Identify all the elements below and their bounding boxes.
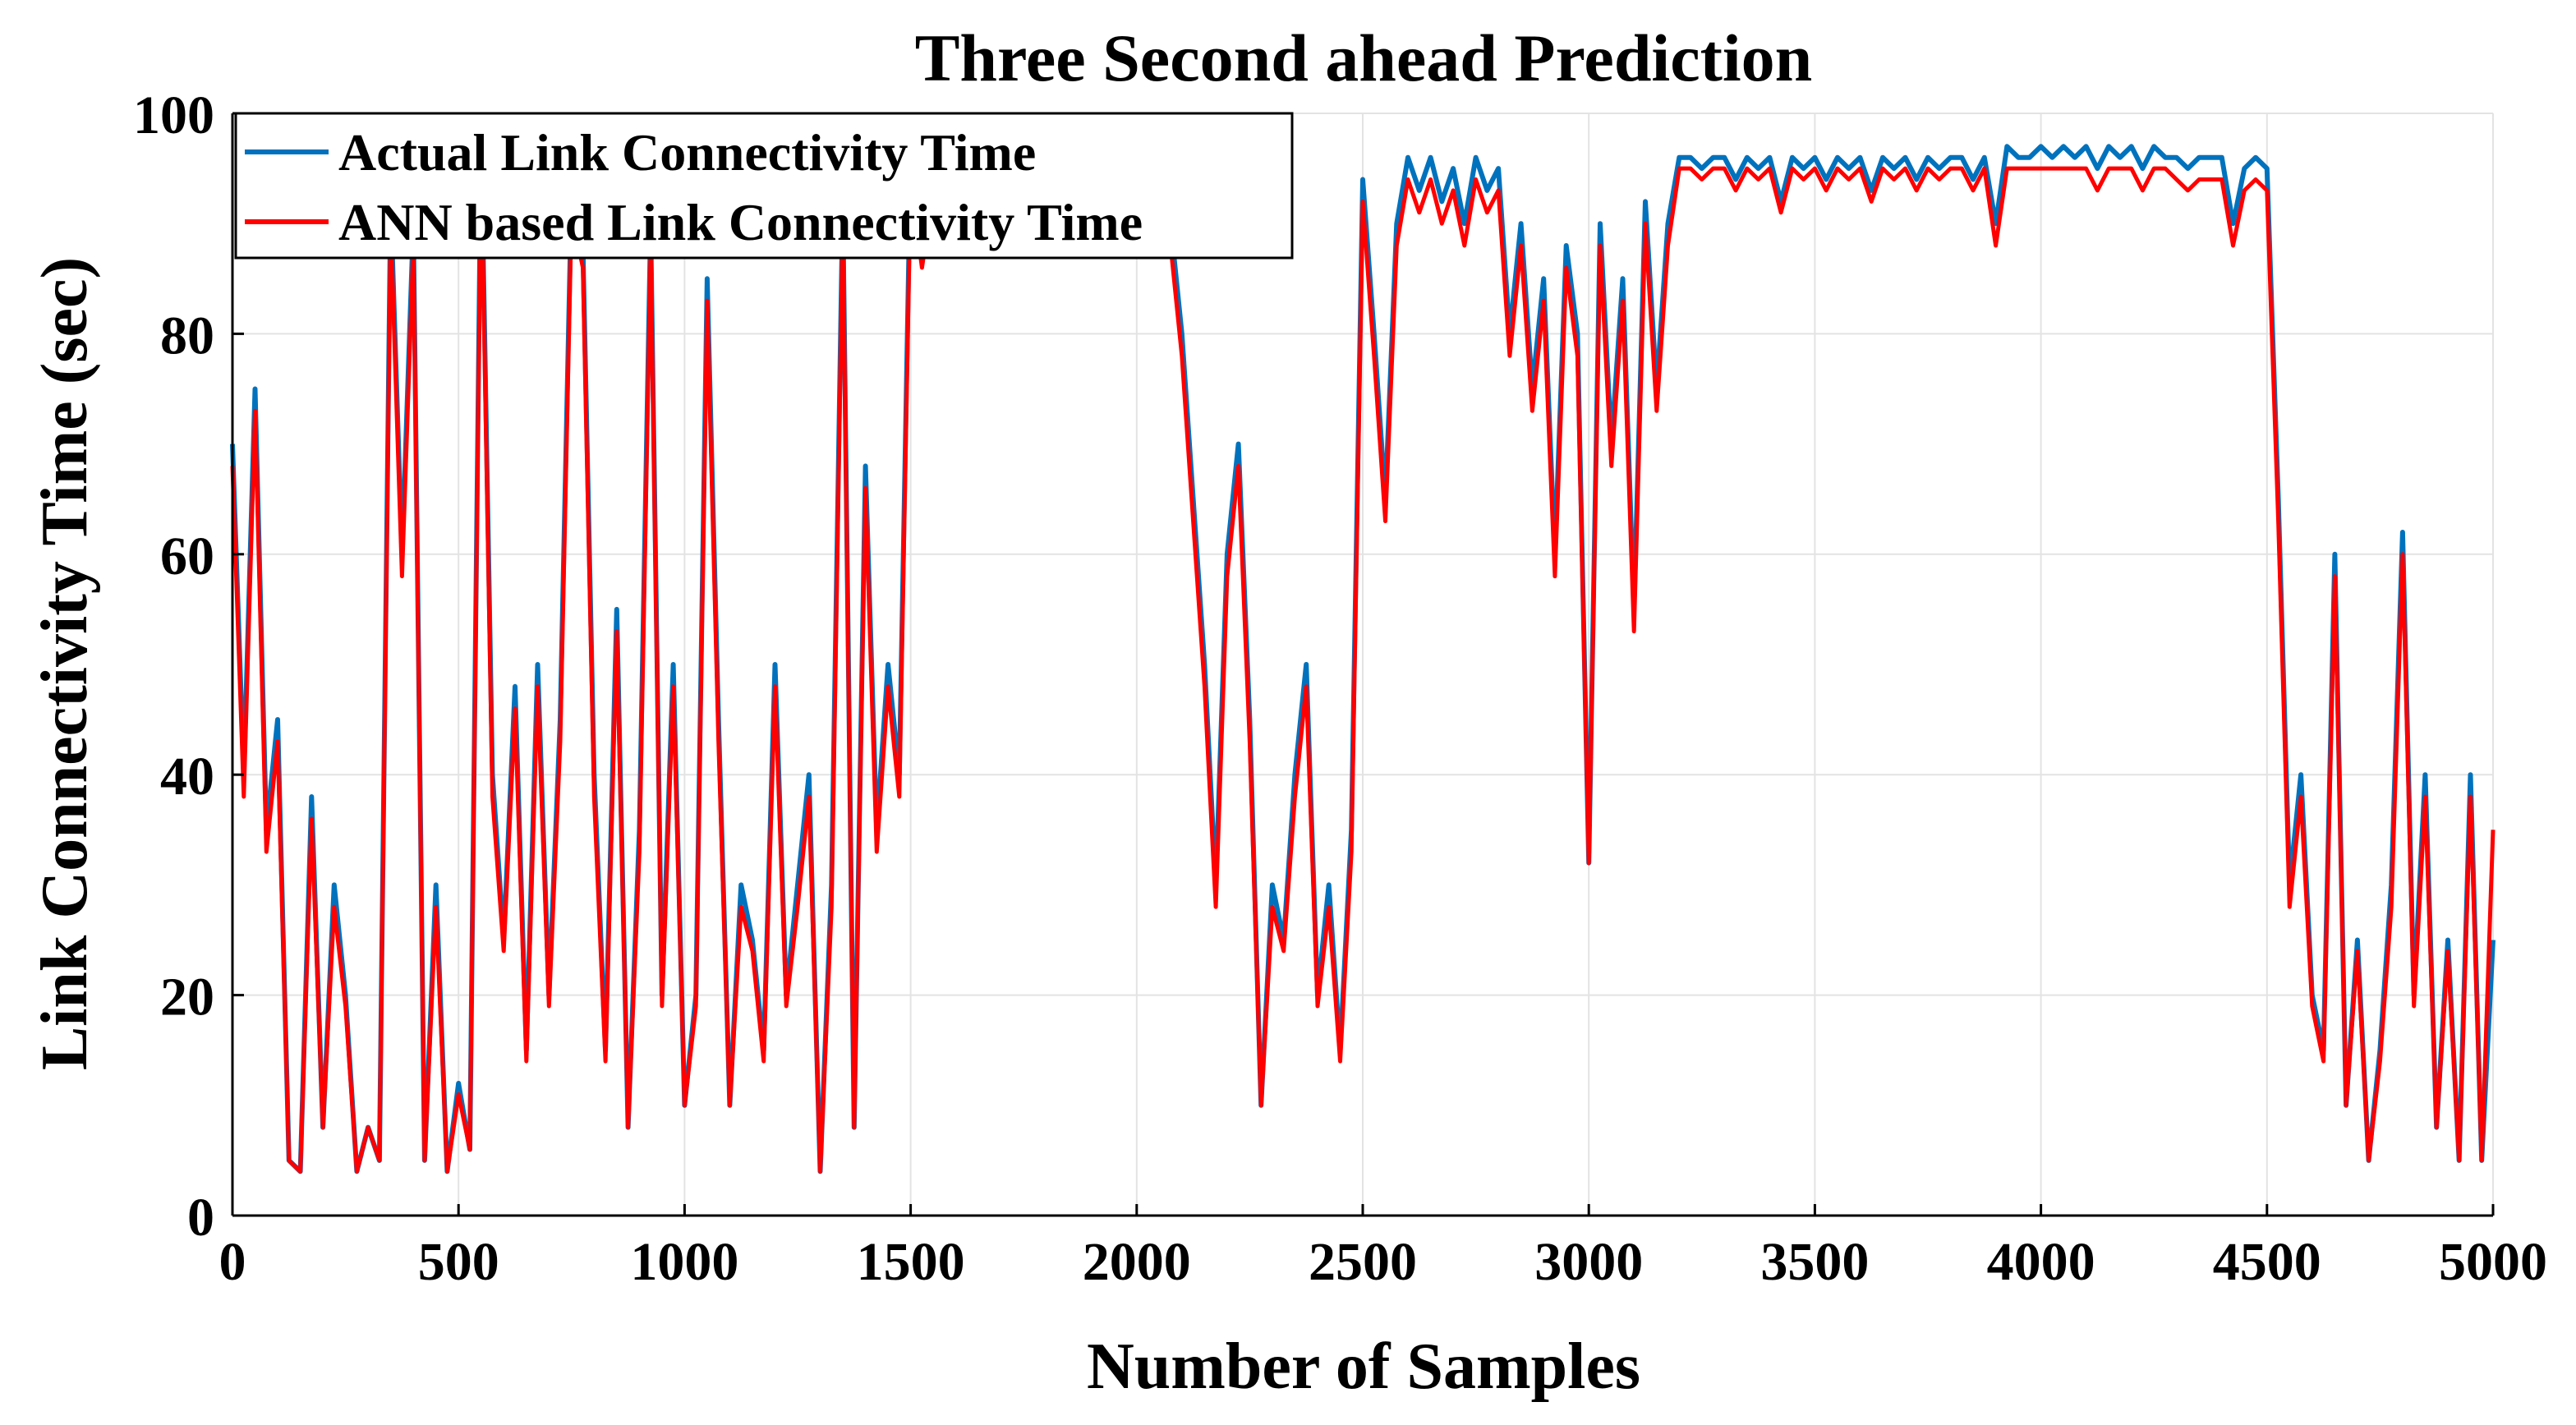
x-tick-label: 1500 <box>857 1232 965 1292</box>
y-axis-label: Link Connectivity Time (sec) <box>29 257 101 1070</box>
x-tick-label: 3000 <box>1534 1232 1643 1292</box>
y-tick-label: 80 <box>160 306 214 365</box>
y-tick-label: 0 <box>187 1188 214 1248</box>
x-tick-label: 0 <box>219 1232 246 1292</box>
grid <box>232 113 2494 1216</box>
y-tick-label: 100 <box>133 85 214 145</box>
y-tick-label: 60 <box>160 526 214 586</box>
y-tick-label: 40 <box>160 747 214 807</box>
legend-box <box>234 112 1294 260</box>
x-tick-label: 3500 <box>1760 1232 1869 1292</box>
chart-title: Three Second ahead Prediction <box>915 21 1813 95</box>
legend-label-actual: Actual Link Connectivity Time <box>338 123 1036 182</box>
x-tick-label: 1000 <box>630 1232 738 1292</box>
x-tick-label: 500 <box>418 1232 499 1292</box>
x-tick-label: 2500 <box>1309 1232 1417 1292</box>
legend: Actual Link Connectivity Time ANN based … <box>234 112 1294 260</box>
x-tick-label: 4000 <box>1987 1232 2095 1292</box>
x-tick-label: 2000 <box>1083 1232 1191 1292</box>
y-tick-label: 20 <box>160 968 214 1027</box>
series-line-ann <box>230 155 2496 1174</box>
x-tick-label: 4500 <box>2213 1232 2321 1292</box>
x-tick-label: 5000 <box>2439 1232 2547 1292</box>
x-axis-label: Number of Samples <box>1087 1331 1640 1403</box>
legend-label-ann: ANN based Link Connectivity Time <box>338 193 1143 251</box>
tick-labels: 0 500 1000 1500 2000 2500 3000 3500 4000 4500 5000… <box>133 85 2547 1292</box>
series-group <box>230 132 2496 1174</box>
